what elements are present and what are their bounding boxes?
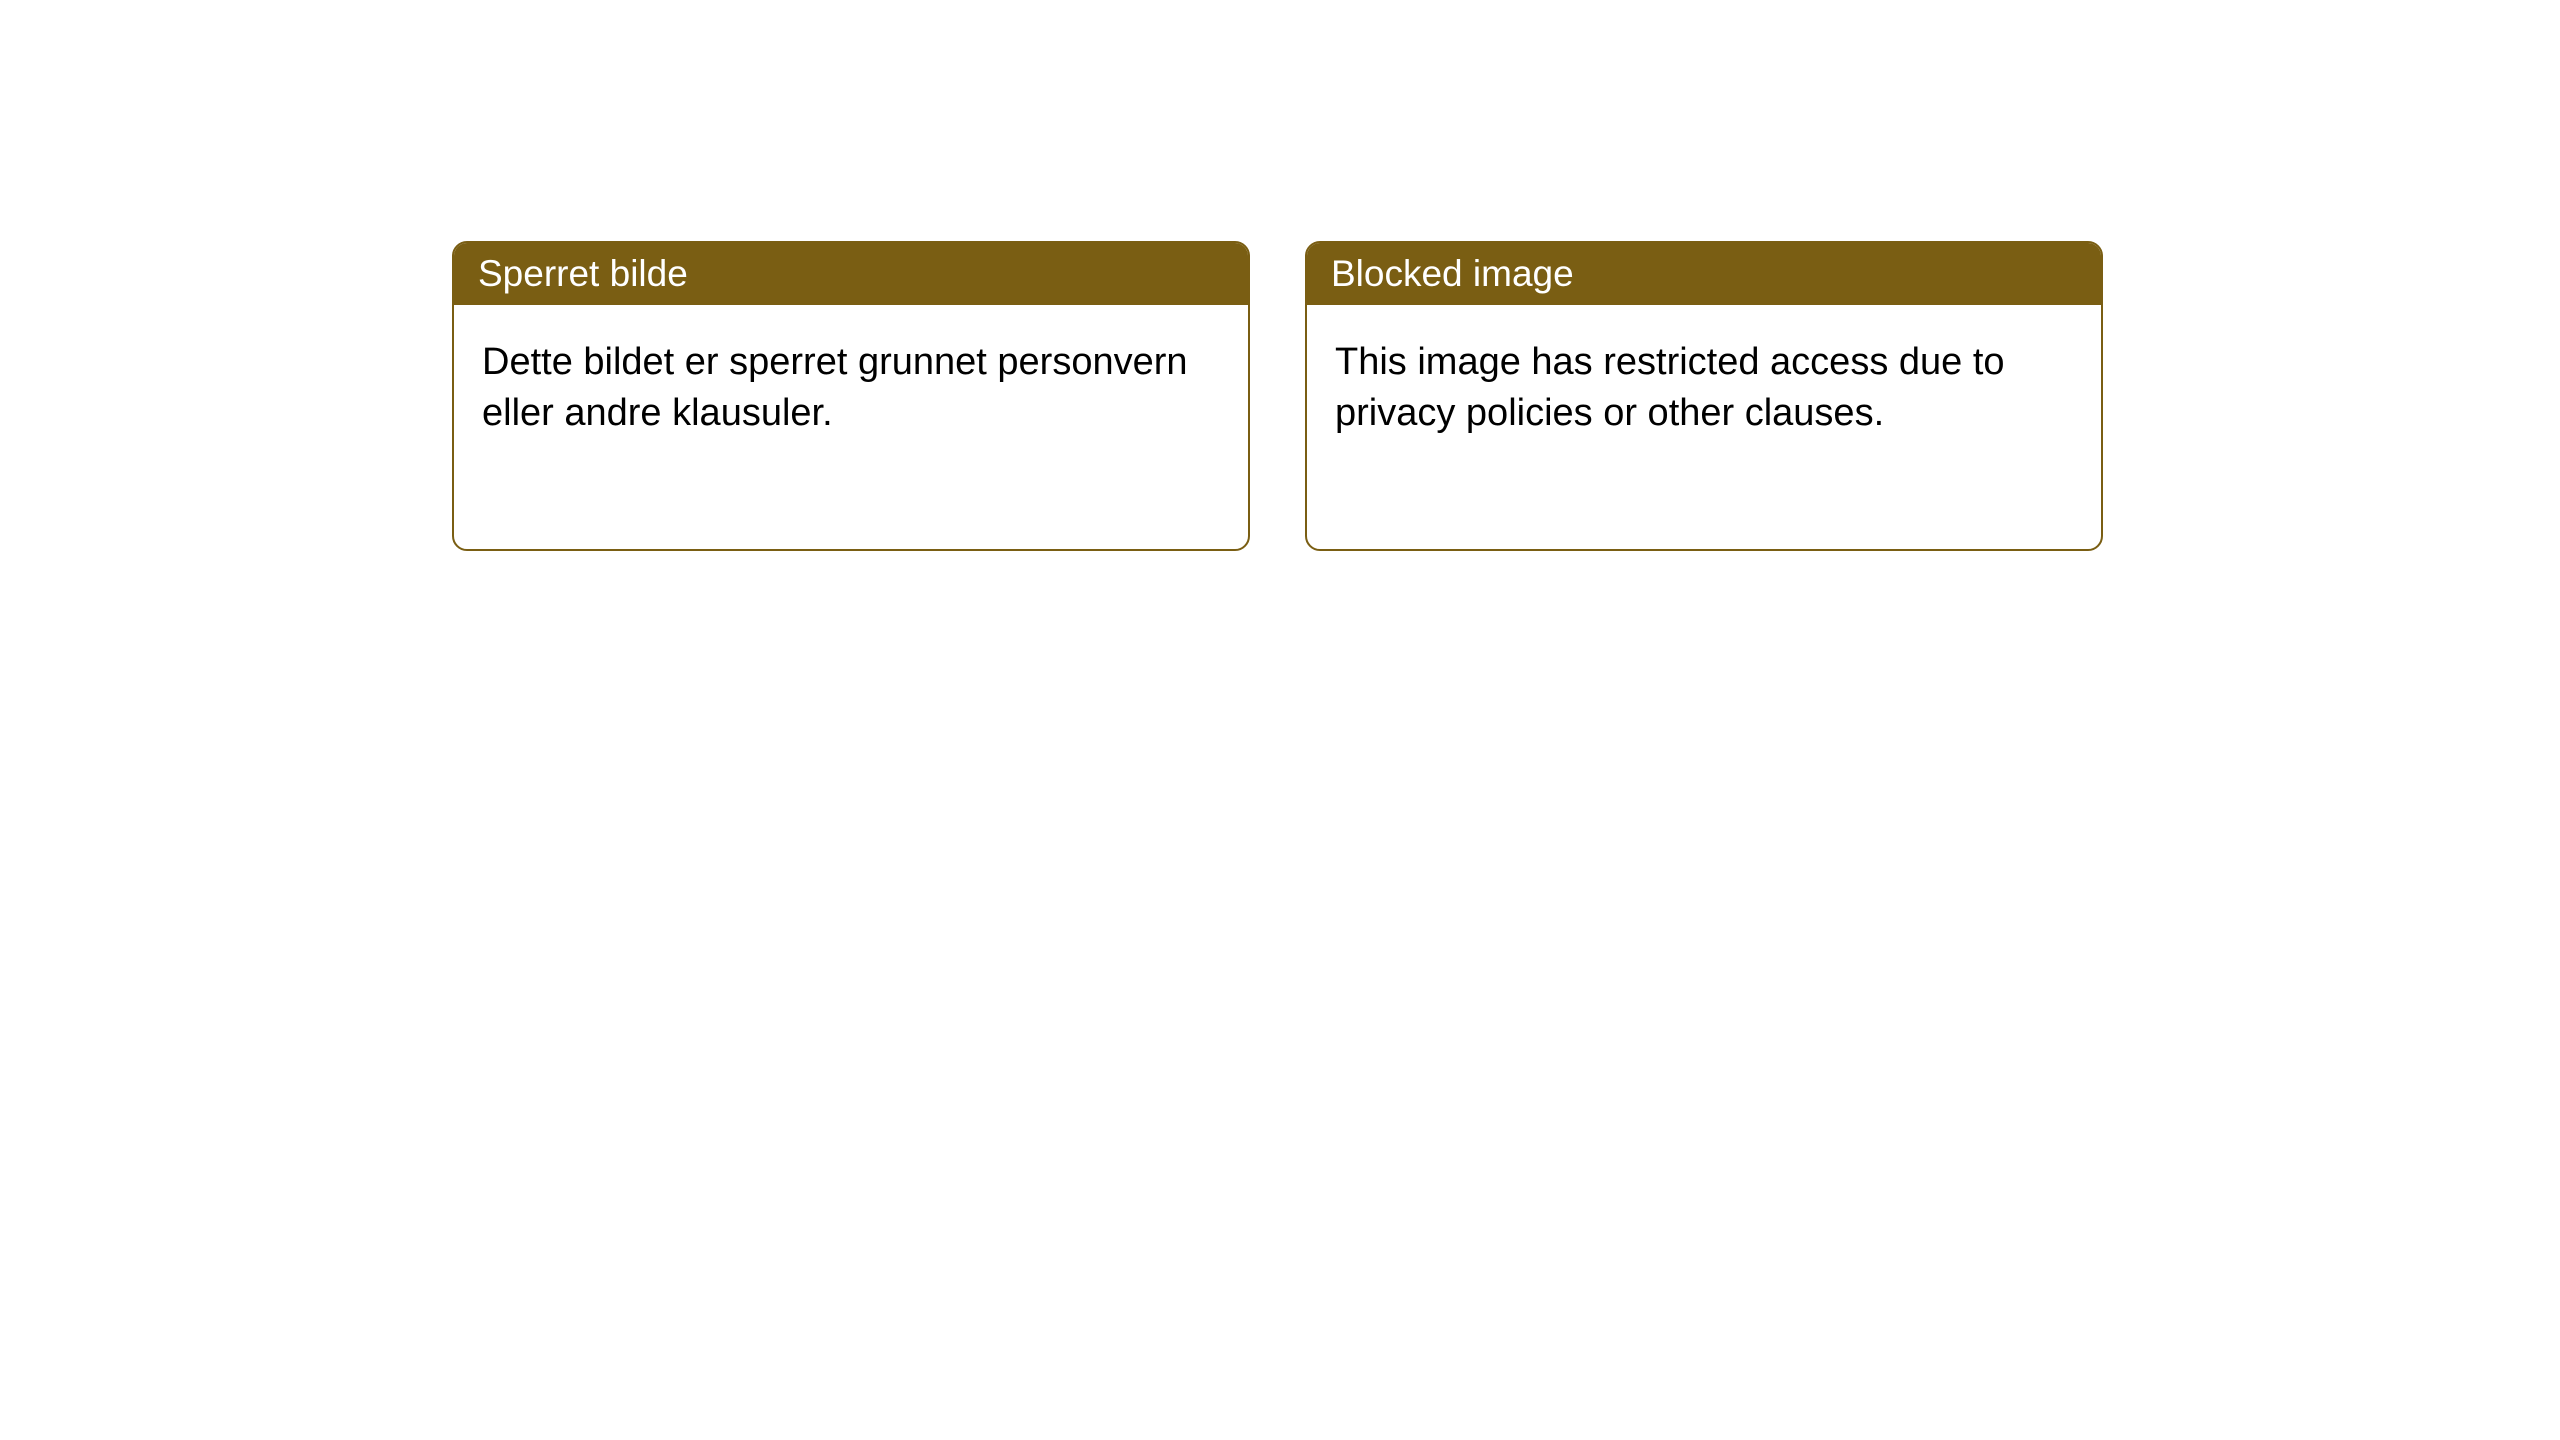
card-message: Dette bildet er sperret grunnet personve… bbox=[482, 341, 1188, 434]
notice-cards-container: Sperret bilde Dette bildet er sperret gr… bbox=[0, 0, 2560, 551]
card-header: Blocked image bbox=[1307, 243, 2101, 305]
card-title: Sperret bilde bbox=[478, 253, 688, 294]
notice-card-norwegian: Sperret bilde Dette bildet er sperret gr… bbox=[452, 241, 1250, 551]
card-title: Blocked image bbox=[1331, 253, 1574, 294]
notice-card-english: Blocked image This image has restricted … bbox=[1305, 241, 2103, 551]
card-header: Sperret bilde bbox=[454, 243, 1248, 305]
card-body: Dette bildet er sperret grunnet personve… bbox=[454, 305, 1248, 549]
card-body: This image has restricted access due to … bbox=[1307, 305, 2101, 549]
card-message: This image has restricted access due to … bbox=[1335, 341, 2005, 434]
